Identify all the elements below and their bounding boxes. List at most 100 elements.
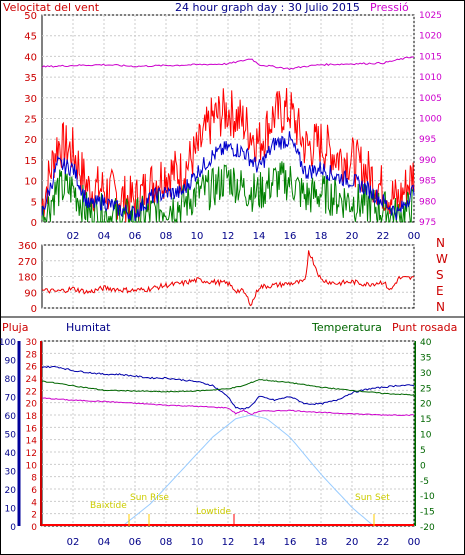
chart2-direction-letter: E xyxy=(436,284,444,298)
chart1-y2tick-label: 1005 xyxy=(419,94,442,104)
humidity-temperature-chart: 0102030405060708090100024681012141618202… xyxy=(0,338,435,548)
chart1-xtick-label: 04 xyxy=(98,231,111,242)
humidity-label: Humitat xyxy=(66,321,111,334)
chart3-xtick-label: 14 xyxy=(253,537,266,548)
chart3-xtick-label: 00 xyxy=(408,537,421,548)
wind-pressure-chart: 0510152025303540455097598098599099510001… xyxy=(24,11,442,242)
chart2-ytick-label: 270 xyxy=(18,257,37,268)
chart1-ytick-label: 15 xyxy=(24,156,37,167)
chart3-xtick-label: 08 xyxy=(160,537,173,548)
chart3-xtick-label: 16 xyxy=(284,537,297,548)
chart1-xtick-label: 00 xyxy=(408,231,421,242)
chart1-xtick-label: 22 xyxy=(377,231,390,242)
chart1-xtick-label: 18 xyxy=(315,231,328,242)
chart3-xtick-label: 22 xyxy=(377,537,390,548)
graph-title: 24 hour graph day : 30 Julio 2015 xyxy=(175,1,360,14)
chart3-xtick-label: 12 xyxy=(222,537,235,548)
temperature-tick-label: 0 xyxy=(420,461,426,471)
chart1-y2tick-label: 1010 xyxy=(419,73,442,83)
chart1-ytick-label: 35 xyxy=(24,73,37,84)
wind-speed-label: Velocitat del vent xyxy=(3,1,100,14)
temperature-tick-label: -5 xyxy=(420,477,429,487)
chart1-y2tick-label: 975 xyxy=(419,218,436,228)
rain-tick-label: 12 xyxy=(26,449,37,459)
rain-tick-label: 22 xyxy=(26,387,37,397)
humidity-tick-label: 60 xyxy=(5,412,17,422)
chart1-y2tick-label: 985 xyxy=(419,177,436,187)
chart1-xtick-label: 02 xyxy=(67,231,80,242)
solar-curve xyxy=(122,414,375,527)
chart1-y2tick-label: 990 xyxy=(419,156,436,166)
rain-tick-label: 30 xyxy=(26,338,38,348)
rain-tick-label: 14 xyxy=(26,437,38,447)
temperature-tick-label: 15 xyxy=(420,415,431,425)
chart2-ytick-label: 180 xyxy=(18,273,37,284)
chart1-xtick-label: 06 xyxy=(129,231,142,242)
chart1-y2tick-label: 1020 xyxy=(419,32,442,42)
temperature-tick-label: 35 xyxy=(420,353,431,363)
chart1-xtick-label: 16 xyxy=(284,231,297,242)
humidity-tick-label: 10 xyxy=(5,505,17,515)
humidity-tick-label: 90 xyxy=(5,357,17,367)
temperature-label: Temperatura xyxy=(311,321,382,334)
chart2-direction-letter: W xyxy=(436,252,448,266)
sunrise-annotation: Sun Rise xyxy=(130,493,169,503)
chart1-xtick-label: 10 xyxy=(191,231,204,242)
humidity-tick-label: 100 xyxy=(0,338,16,348)
chart3-xtick-label: 06 xyxy=(129,537,142,548)
temperature-tick-label: 10 xyxy=(420,431,432,441)
rain-tick-label: 2 xyxy=(31,511,37,521)
chart2-direction-line xyxy=(41,250,415,307)
rain-tick-label: 4 xyxy=(31,498,37,508)
chart1-y2tick-label: 980 xyxy=(419,197,436,207)
chart1-y2tick-label: 1025 xyxy=(419,11,442,21)
chart3-xtick-label: 20 xyxy=(346,537,359,548)
humidity-tick-label: 30 xyxy=(5,468,17,478)
rain-tick-label: 10 xyxy=(26,461,38,471)
chart1-avg-line xyxy=(41,131,415,221)
chart1-pressure-line xyxy=(41,56,415,71)
rain-tick-label: 16 xyxy=(26,424,38,434)
temperature-tick-label: -10 xyxy=(420,492,435,502)
pressure-label: Pressió xyxy=(370,1,409,14)
rain-tick-label: 28 xyxy=(26,350,38,360)
chart1-y2tick-label: 995 xyxy=(419,135,436,145)
chart1-xtick-label: 20 xyxy=(346,231,359,242)
temperature-tick-label: 30 xyxy=(420,369,432,379)
humidity-tick-label: 50 xyxy=(5,431,17,441)
temperature-tick-label: 20 xyxy=(420,400,432,410)
dewpoint-label: Punt rosada xyxy=(392,321,457,334)
humidity-tick-label: 70 xyxy=(5,394,17,404)
temperature-tick-label: 40 xyxy=(420,338,432,348)
chart1-ytick-label: 45 xyxy=(24,32,37,43)
low-tide-annotation: Baixtide xyxy=(90,501,127,511)
temperature-tick-label: -15 xyxy=(420,508,435,518)
rain-tick-label: 26 xyxy=(26,363,38,373)
chart2-ytick-label: 0 xyxy=(31,304,37,315)
chart1-ytick-label: 0 xyxy=(31,218,37,229)
rain-tick-label: 24 xyxy=(26,375,38,385)
chart2-direction-letter: S xyxy=(436,268,444,282)
temperature-tick-label: 25 xyxy=(420,384,431,394)
chart2-direction-letter: N xyxy=(436,236,445,250)
humidity-tick-label: 80 xyxy=(5,375,17,385)
chart1-ytick-label: 25 xyxy=(24,115,37,126)
rain-tick-label: 6 xyxy=(31,486,37,496)
chart3-xtick-label: 02 xyxy=(67,537,80,548)
chart1-gust-line xyxy=(41,87,415,223)
rain-tick-label: 18 xyxy=(26,412,38,422)
temperature-line xyxy=(41,379,415,396)
chart1-xtick-label: 14 xyxy=(253,231,266,242)
chart1-ytick-label: 10 xyxy=(24,177,37,188)
chart1-y2tick-label: 1015 xyxy=(419,52,442,62)
chart3-xtick-label: 18 xyxy=(315,537,328,548)
chart1-ytick-label: 20 xyxy=(24,135,37,146)
chart1-ytick-label: 40 xyxy=(24,52,37,63)
chart1-ytick-label: 5 xyxy=(31,197,37,208)
rain-label: Pluja xyxy=(2,321,28,334)
chart2-ytick-label: 360 xyxy=(18,241,37,252)
